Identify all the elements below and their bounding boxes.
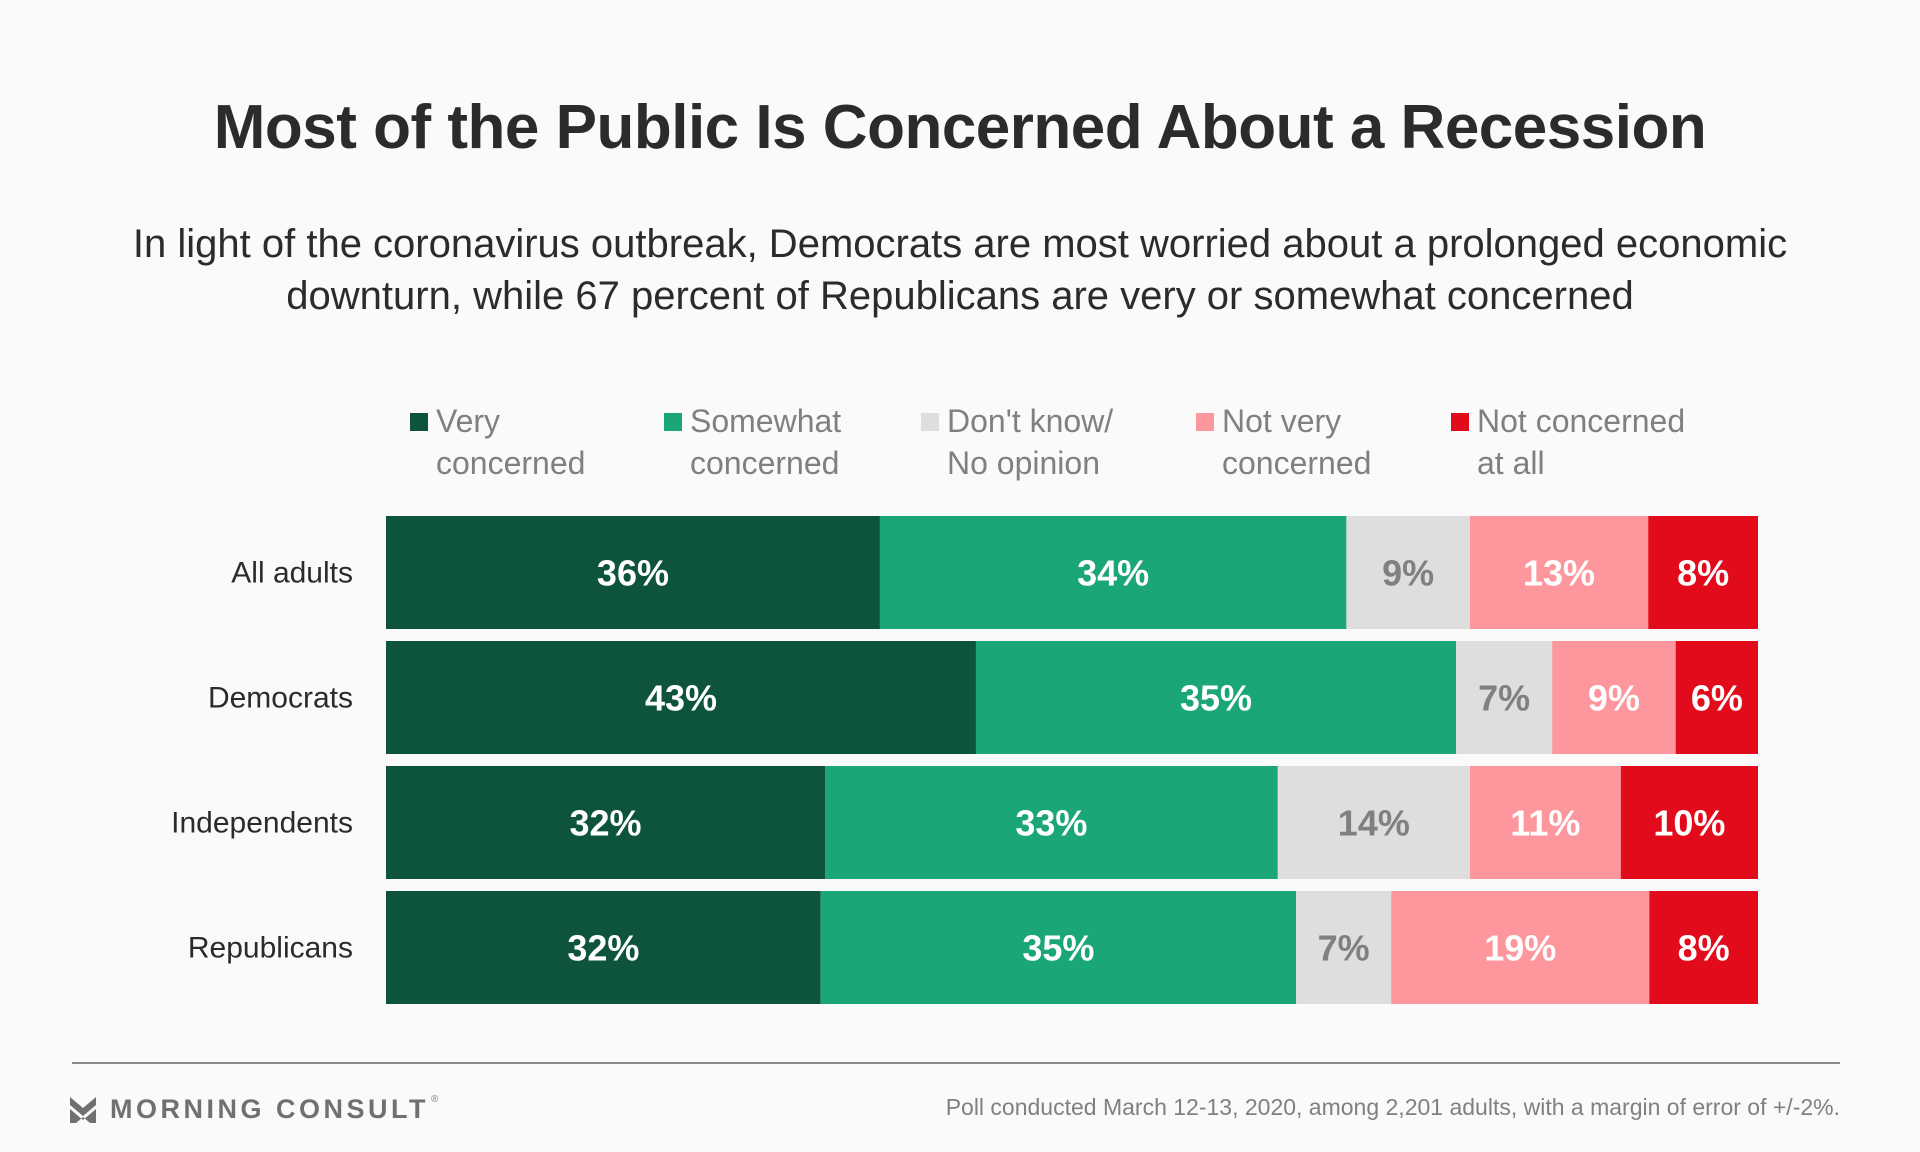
brand-name-text: MORNING CONSULT bbox=[110, 1094, 429, 1124]
brand-name: MORNING CONSULT ® bbox=[110, 1094, 442, 1125]
legend-item-very-concerned: Very concerned bbox=[410, 400, 585, 484]
data-label: 13% bbox=[1523, 553, 1595, 594]
bar-segment bbox=[1469, 516, 1649, 629]
legend-item-not-concerned-at-all: Not concerned at all bbox=[1451, 400, 1685, 484]
data-label: 35% bbox=[1180, 678, 1252, 719]
bar-segment bbox=[1552, 641, 1676, 754]
legend: Very concerned Somewhat concerned Don't … bbox=[0, 400, 1920, 490]
data-label: 32% bbox=[567, 928, 639, 969]
bar-segment bbox=[1620, 766, 1758, 879]
legend-item-not-very-concerned: Not very concerned bbox=[1196, 400, 1371, 484]
category-label: Democrats bbox=[208, 682, 353, 715]
bar-segment bbox=[1649, 891, 1758, 1004]
bar-segment bbox=[386, 516, 880, 629]
bar-segment bbox=[1675, 641, 1758, 754]
bar-segment bbox=[1648, 516, 1758, 629]
data-label: 19% bbox=[1484, 928, 1556, 969]
data-label: 11% bbox=[1510, 803, 1580, 844]
brand-logo: MORNING CONSULT ® bbox=[70, 1094, 442, 1125]
data-label: 34% bbox=[1077, 553, 1149, 594]
legend-swatch bbox=[1451, 413, 1469, 431]
legend-label: Not concerned at all bbox=[1477, 403, 1686, 481]
chart-title: Most of the Public Is Concerned About a … bbox=[213, 93, 1707, 162]
legend-label: Very concerned bbox=[436, 403, 586, 481]
data-label: 32% bbox=[569, 803, 641, 844]
legend-label: Don't know/ No opinion bbox=[947, 403, 1114, 481]
bar-segment bbox=[1346, 516, 1470, 629]
legend-swatch bbox=[410, 413, 428, 431]
source-note: Poll conducted March 12-13, 2020, among … bbox=[945, 1094, 1840, 1120]
registered-mark: ® bbox=[430, 1094, 442, 1105]
data-label: 8% bbox=[1677, 553, 1729, 594]
legend-label: Somewhat concerned bbox=[690, 403, 842, 481]
bar-segment bbox=[879, 516, 1347, 629]
bar-segment bbox=[975, 641, 1457, 754]
legend-swatch bbox=[921, 413, 939, 431]
chart-subtitle: In light of the coronavirus outbreak, De… bbox=[132, 222, 1788, 318]
category-label: Independents bbox=[171, 807, 353, 840]
bar-segment bbox=[386, 641, 976, 754]
data-label: 6% bbox=[1691, 678, 1743, 719]
bar-segment bbox=[1469, 766, 1621, 879]
category-label: Republicans bbox=[188, 932, 353, 965]
data-label: 8% bbox=[1678, 928, 1730, 969]
data-label: 9% bbox=[1588, 678, 1640, 719]
legend-swatch bbox=[1196, 413, 1214, 431]
data-label: 7% bbox=[1318, 928, 1370, 969]
bar-segment bbox=[1391, 891, 1650, 1004]
data-label: 9% bbox=[1382, 553, 1434, 594]
data-label: 7% bbox=[1478, 678, 1530, 719]
bar-segment bbox=[1296, 891, 1392, 1004]
bar-segment bbox=[386, 891, 821, 1004]
data-label: 14% bbox=[1338, 803, 1410, 844]
morning-consult-logo-icon bbox=[70, 1096, 96, 1123]
category-label: All adults bbox=[231, 557, 353, 590]
bar-segment bbox=[1456, 641, 1553, 754]
data-label: 43% bbox=[645, 678, 717, 719]
footer-divider bbox=[72, 1062, 1840, 1064]
legend-item-somewhat-concerned: Somewhat concerned bbox=[664, 400, 841, 484]
data-label: 33% bbox=[1015, 803, 1087, 844]
bar-segment bbox=[825, 766, 1278, 879]
data-label: 36% bbox=[597, 553, 669, 594]
data-label: 10% bbox=[1653, 803, 1725, 844]
bar-segment bbox=[820, 891, 1297, 1004]
bar-segment bbox=[1277, 766, 1470, 879]
bar-segment bbox=[386, 766, 826, 879]
legend-swatch bbox=[664, 413, 682, 431]
legend-label: Not very concerned bbox=[1222, 403, 1372, 481]
legend-item-dont-know: Don't know/ No opinion bbox=[921, 400, 1113, 484]
data-label: 35% bbox=[1022, 928, 1094, 969]
